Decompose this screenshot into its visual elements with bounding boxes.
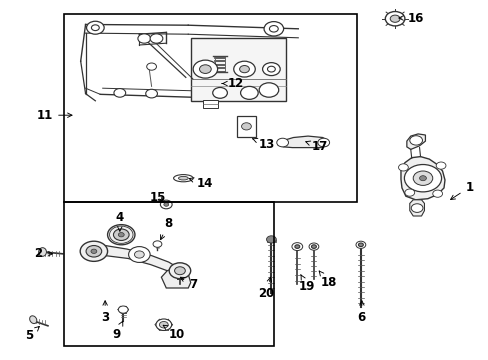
Circle shape [355,241,365,248]
Circle shape [134,251,144,258]
Ellipse shape [178,176,188,180]
Text: 20: 20 [258,277,274,300]
Circle shape [358,243,363,247]
Bar [190,38,285,101]
Ellipse shape [39,248,46,256]
Text: 15: 15 [149,191,165,204]
Text: 10: 10 [163,325,185,341]
Circle shape [291,243,302,251]
Circle shape [409,136,422,145]
Circle shape [294,245,299,248]
Polygon shape [87,246,177,274]
Circle shape [113,229,129,240]
Circle shape [86,21,104,34]
Text: 4: 4 [116,211,123,231]
Circle shape [432,190,442,197]
Circle shape [86,246,102,257]
Text: 16: 16 [398,12,423,24]
Text: 3: 3 [101,301,109,324]
Circle shape [404,165,441,192]
Circle shape [138,34,150,43]
Circle shape [410,204,422,212]
Text: 18: 18 [319,271,336,289]
Ellipse shape [173,175,193,182]
Circle shape [398,164,407,171]
Circle shape [169,263,190,279]
Circle shape [80,241,107,261]
Polygon shape [161,267,190,288]
Text: 12: 12 [222,77,244,90]
Polygon shape [406,134,425,149]
Circle shape [145,89,157,98]
Circle shape [239,66,249,73]
Circle shape [193,60,217,78]
Text: 2: 2 [34,247,52,260]
Text: 19: 19 [298,274,315,293]
Text: 11: 11 [37,109,72,122]
Circle shape [118,306,128,313]
Ellipse shape [30,316,37,324]
Circle shape [264,22,283,36]
Bar [266,240,275,242]
Text: 7: 7 [180,277,197,291]
Text: 5: 5 [25,327,39,342]
Polygon shape [277,136,328,148]
Circle shape [153,241,162,247]
Circle shape [163,203,168,206]
Polygon shape [409,200,424,216]
Circle shape [385,12,404,26]
Text: 6: 6 [357,301,365,324]
Circle shape [240,86,258,99]
Circle shape [212,87,227,98]
Polygon shape [400,157,444,200]
Circle shape [107,225,135,245]
Circle shape [199,65,211,73]
Circle shape [317,138,329,147]
Circle shape [156,319,171,330]
Text: 9: 9 [112,321,122,341]
Circle shape [241,123,251,130]
Text: 17: 17 [305,140,328,153]
Circle shape [159,321,168,328]
Text: 1: 1 [449,181,472,199]
Bar [237,116,255,137]
Circle shape [150,34,163,43]
Circle shape [276,138,288,147]
Circle shape [128,247,150,262]
Circle shape [146,63,156,70]
Text: 13: 13 [252,138,274,150]
Circle shape [389,15,399,22]
Circle shape [118,233,124,237]
Circle shape [419,176,426,181]
Circle shape [262,63,280,76]
Circle shape [259,83,278,97]
Circle shape [412,171,432,185]
Circle shape [114,89,125,97]
Circle shape [404,189,414,196]
Text: 8: 8 [160,217,172,240]
Text: 14: 14 [189,177,212,190]
Circle shape [174,267,185,275]
Circle shape [266,236,276,243]
Circle shape [308,243,318,250]
Circle shape [160,200,172,209]
Circle shape [435,162,445,169]
Circle shape [311,245,316,248]
Bar [63,14,356,202]
Bar [203,100,217,108]
Circle shape [91,249,97,253]
Bar [63,202,273,346]
Circle shape [233,61,255,77]
